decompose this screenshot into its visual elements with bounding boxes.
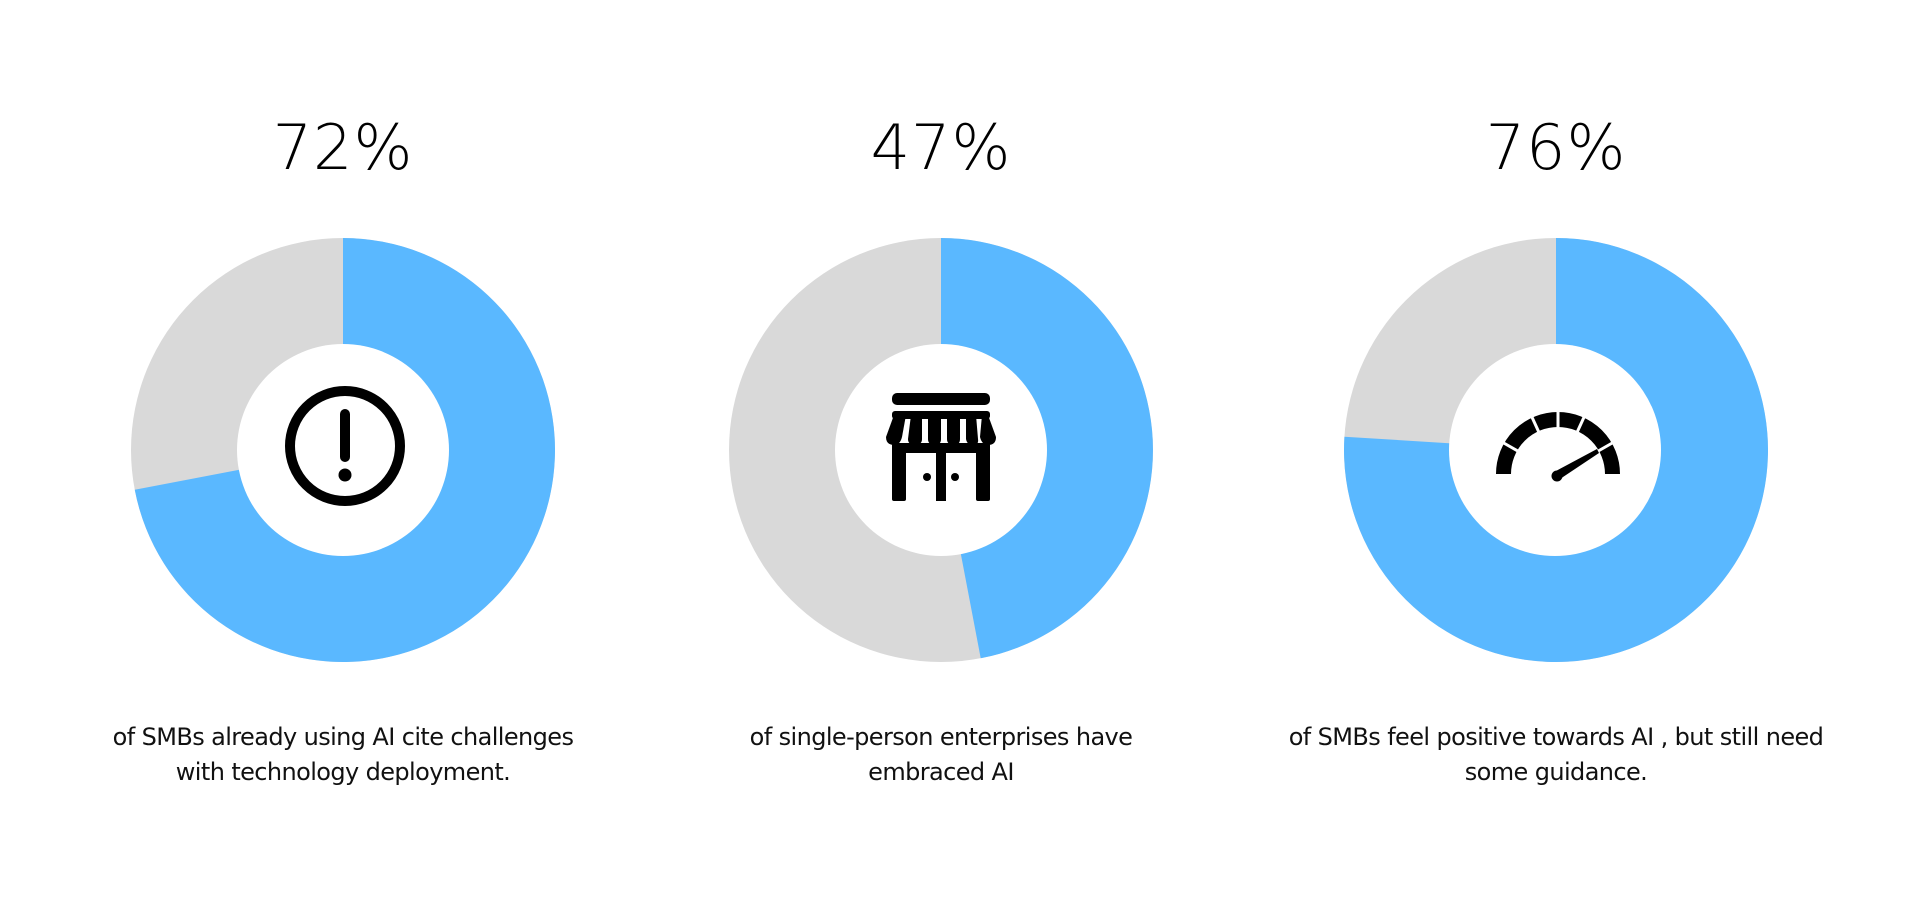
stat-percentage: 72% [272,111,414,184]
caption-line: of single-person enterprises have [749,723,1133,751]
stat-card-2: 47% of single-pe [641,0,1241,900]
stat-percentage: 47% [870,111,1012,184]
donut-share-segment [1344,238,1768,662]
stat-card-3: 76% of SMBs feel positive [1256,0,1856,900]
stat-card-1: 72% of SMBs already using AI cite challe… [43,0,643,900]
exclamation-circle-icon [284,385,406,507]
caption-line: with technology deployment. [175,758,511,786]
caption-line: of SMBs already using AI cite challenges [112,723,574,751]
stat-caption: of SMBs already using AI cite challenges… [43,720,643,790]
speedometer-icon [1494,411,1622,520]
donut-chart [1344,238,1768,662]
caption-line: of SMBs feel positive towards AI , but s… [1288,723,1824,751]
caption-line: embraced AI [868,758,1014,786]
stat-percentage: 76% [1485,111,1627,184]
storefront-icon [884,393,998,501]
caption-line: some guidance. [1464,758,1648,786]
stat-caption: of SMBs feel positive towards AI , but s… [1256,720,1856,790]
donut-share-segment [941,238,1153,659]
stat-caption: of single-person enterprises have embrac… [641,720,1241,790]
